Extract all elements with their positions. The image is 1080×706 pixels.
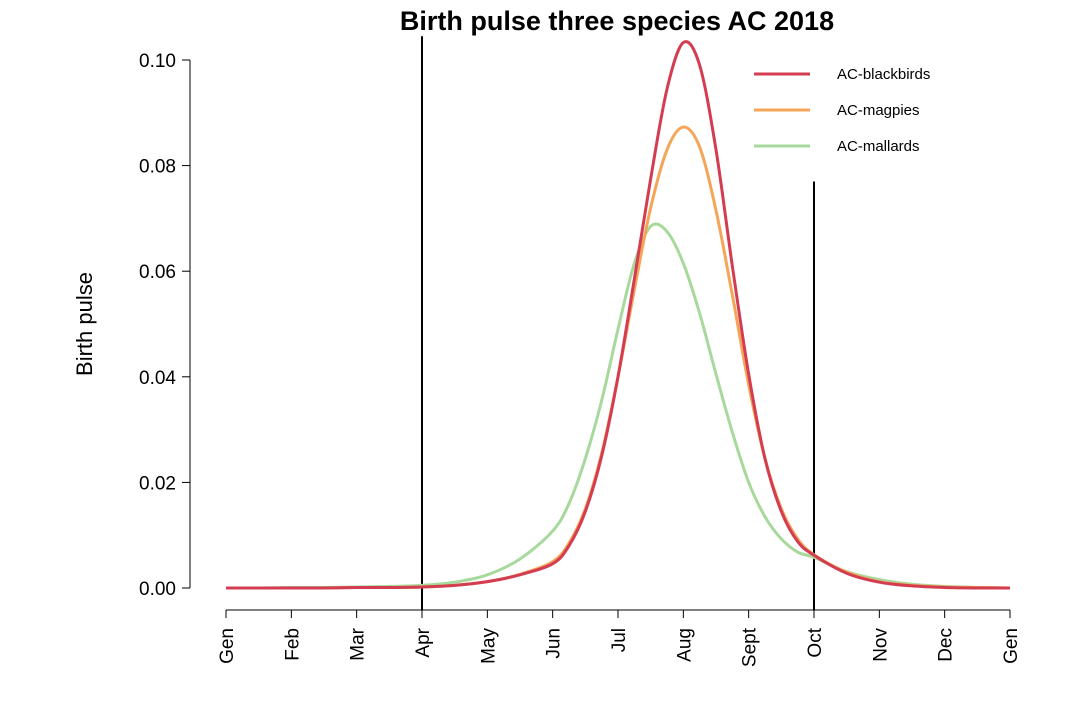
x-tick-label: Jun [544,628,565,659]
x-tick-label: Aug [674,628,695,662]
legend-label: AC-blackbirds [837,66,930,83]
x-tick-label: Nov [870,628,891,662]
x-tick-label: May [478,628,499,664]
legend-label: AC-magpies [837,102,920,119]
y-tick-label: 0.00 [139,579,176,600]
x-tick-label: Gen [217,628,238,664]
series-lines [225,40,1011,590]
y-tick-label: 0.10 [139,51,176,72]
x-tick-label: Mar [348,627,369,660]
y-tick-label: 0.08 [139,157,176,178]
x-tick-label: Feb [282,628,303,661]
legend: AC-blackbirds AC-magpies AC-mallards [754,66,930,155]
series-line-ac-mallards [225,222,1011,590]
series-line-ac-blackbirds [225,40,1011,590]
x-axis: Gen Feb Mar Apr May Jun Jul Aug Sept Oct Nov Dec Gen [217,609,1022,667]
y-tick-label: 0.04 [139,368,176,389]
x-tick-label: Gen [1001,628,1022,664]
reference-lines [421,36,815,610]
x-tick-label: Apr [413,627,434,657]
x-tick-label: Sept [740,627,761,667]
y-tick-label: 0.06 [139,262,176,283]
y-tick-label: 0.02 [139,473,176,494]
chart-title: Birth pulse three species AC 2018 [400,6,834,36]
series-line-ac-magpies [225,125,1011,590]
x-tick-label: Dec [936,628,957,662]
legend-label: AC-mallards [837,138,920,155]
x-tick-label: Oct [805,627,826,657]
y-axis: 0.00 0.02 0.04 0.06 0.08 0.10 [139,51,191,600]
y-axis-label: Birth pulse [72,272,97,376]
x-tick-label: Jul [609,628,630,652]
